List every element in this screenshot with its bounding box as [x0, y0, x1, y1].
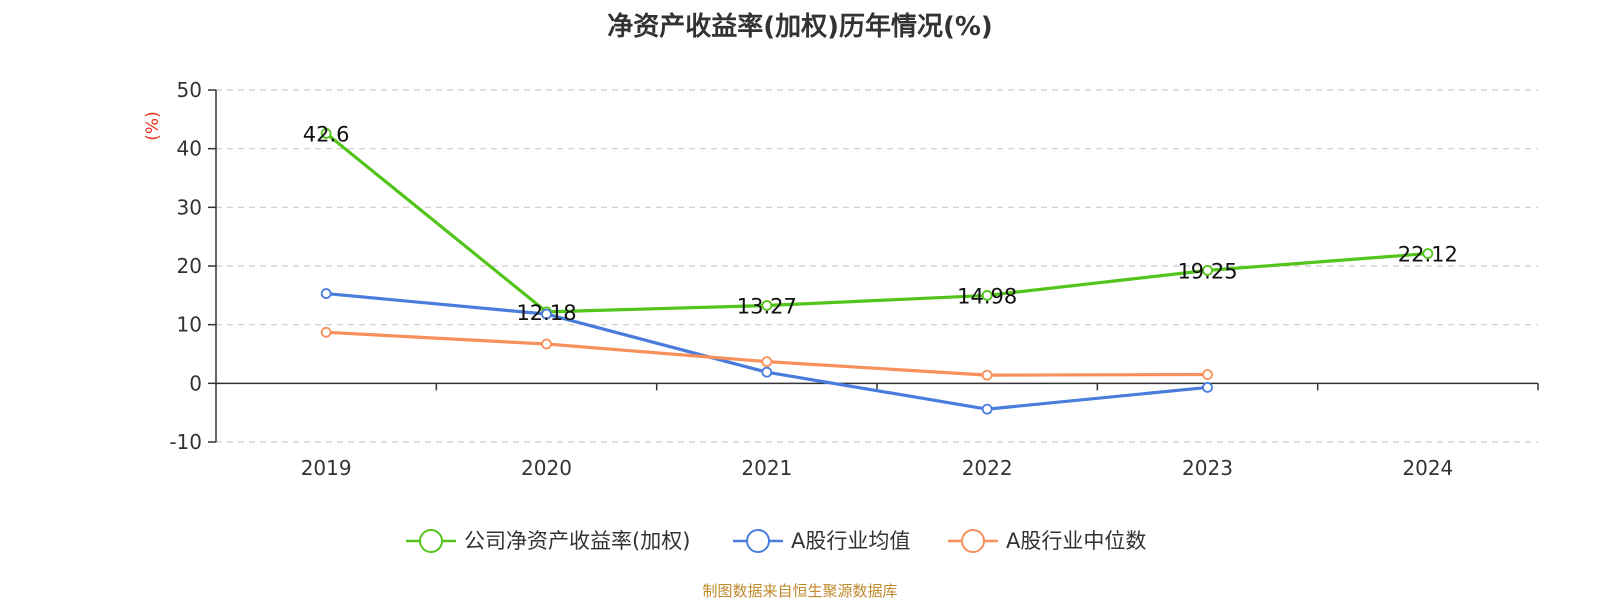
legend-item-1[interactable]: A股行业均值	[733, 529, 910, 553]
axes: -10 0 10 20 30 40 50 (%) 2019 2020 2021 2022 2023 202…	[143, 78, 1539, 480]
y-tick-label: 40	[177, 137, 202, 161]
legend-item-2[interactable]: A股行业中位数	[948, 529, 1146, 553]
series-1	[320, 288, 1213, 415]
legend-marker	[746, 529, 770, 553]
x-tick-label: 2024	[1402, 456, 1453, 480]
data-point[interactable]	[541, 308, 552, 320]
data-label: 42.6	[303, 122, 350, 146]
chart-title: 净资产收益率(加权)历年情况(%)	[607, 12, 993, 42]
series-2	[320, 326, 1213, 381]
data-label: 22.12	[1398, 243, 1458, 267]
data-point[interactable]	[1202, 369, 1213, 380]
source-note: 制图数据来自恒生聚源数据库	[702, 582, 898, 600]
legend-label: A股行业均值	[791, 529, 910, 553]
data-point[interactable]	[981, 369, 993, 381]
grid-lines	[216, 89, 1538, 443]
data-point[interactable]	[320, 326, 332, 338]
y-axis-label: (%)	[143, 111, 163, 140]
legend-label: A股行业中位数	[1006, 529, 1146, 553]
legend-marker	[419, 529, 443, 553]
data-point[interactable]	[761, 366, 773, 378]
data-point[interactable]	[981, 290, 993, 301]
y-tick-label: -10	[169, 430, 202, 454]
legend[interactable]: 公司净资产收益率(加权) A股行业均值 A股行业中位数	[406, 529, 1146, 553]
data-point[interactable]	[320, 128, 332, 139]
x-tick-label: 2019	[301, 456, 352, 480]
series-line	[325, 132, 1428, 314]
data-point[interactable]	[1202, 382, 1213, 393]
data-label: 14.98	[957, 284, 1017, 308]
legend-item-0[interactable]: 公司净资产收益率(加权)	[406, 529, 690, 553]
legend-label: 公司净资产收益率(加权)	[464, 529, 690, 553]
data-point[interactable]	[320, 288, 332, 299]
data-point[interactable]	[1422, 248, 1434, 259]
data-label: 19.25	[1177, 259, 1237, 283]
data-point[interactable]	[1202, 264, 1213, 276]
data-label: 12.18	[516, 301, 576, 325]
data-point[interactable]	[541, 338, 552, 350]
x-tick-label: 2021	[741, 456, 792, 480]
y-tick-label: 20	[177, 254, 202, 278]
y-tick-label: 0	[189, 371, 202, 395]
data-point[interactable]	[981, 403, 993, 415]
series	[320, 128, 1434, 415]
y-tick-label: 50	[177, 78, 202, 102]
y-tick-label: 30	[177, 195, 202, 219]
y-tick-label: 10	[177, 313, 202, 337]
data-labels: 42.6 12.18 13.27 14.98 19.25 22.12	[303, 122, 1458, 324]
x-tick-label: 2023	[1182, 456, 1233, 480]
data-point[interactable]	[761, 356, 773, 368]
data-label: 13.27	[737, 294, 797, 318]
series-0	[320, 128, 1434, 318]
x-tick-label: 2020	[521, 456, 572, 480]
x-tick-label: 2022	[962, 456, 1013, 480]
legend-marker	[961, 529, 985, 553]
data-point[interactable]	[761, 300, 773, 311]
